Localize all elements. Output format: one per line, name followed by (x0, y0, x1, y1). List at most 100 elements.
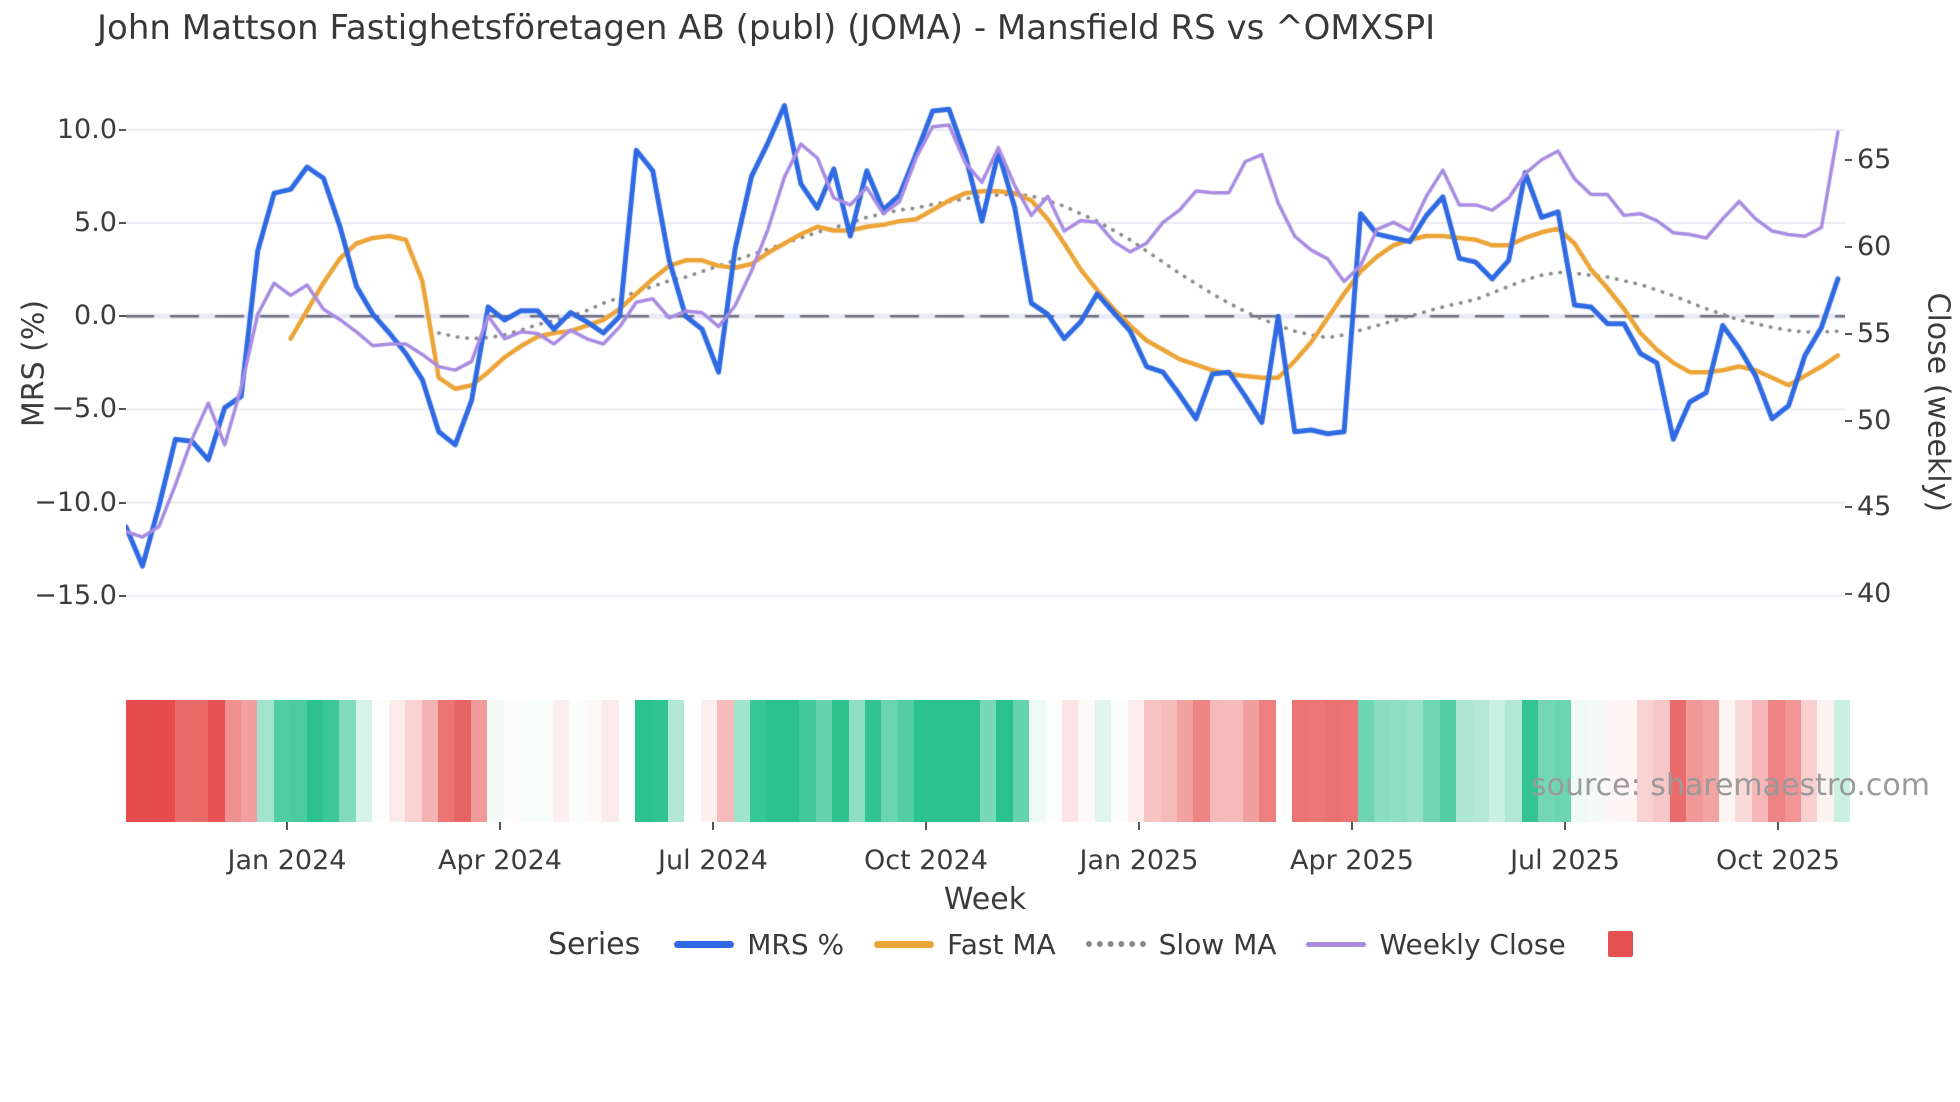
heatmap-band (1735, 700, 1752, 822)
heatmap-band (470, 700, 488, 822)
heatmap-band (602, 700, 619, 822)
heatmap-band (372, 700, 389, 822)
heatmap-band (208, 700, 225, 822)
heatmap-band (979, 700, 997, 822)
axis-tick-mark (1845, 158, 1852, 161)
y-left-tick-label: 10.0 (56, 113, 117, 145)
heatmap-band (240, 700, 258, 822)
heatmap-band (651, 700, 668, 822)
heatmap-band (257, 700, 274, 822)
heatmap-band (1111, 700, 1128, 822)
heatmap-band (1489, 700, 1506, 822)
heatmap-band (1144, 700, 1161, 822)
heatmap-band (684, 700, 701, 822)
heatmap-band (388, 700, 406, 822)
fast-ma-line-swatch-icon (874, 940, 935, 948)
heatmap-band (520, 700, 537, 822)
axis-tick-mark (1137, 822, 1140, 830)
axis-tick-mark (119, 501, 126, 504)
heatmap-strip (126, 700, 1851, 822)
x-tick-label: Apr 2024 (437, 845, 562, 876)
heatmap-band (1012, 700, 1030, 822)
heatmap-band (815, 700, 833, 822)
heatmap-band (405, 700, 422, 822)
axis-tick-mark (711, 822, 714, 830)
heatmap-band (1094, 700, 1112, 822)
axis-tick-mark (1350, 822, 1353, 830)
plot-area-canvas (126, 85, 1845, 650)
axis-tick-mark (1845, 506, 1852, 509)
page-title: John Mattson Fastighetsföretagen AB (pub… (97, 8, 1436, 48)
heatmap-band (1045, 700, 1063, 822)
y-right-tick-label: 45 (1857, 491, 1892, 523)
y-left-tick-label: 5.0 (74, 206, 117, 238)
axis-tick-mark (119, 594, 126, 597)
heatmap-band (996, 700, 1013, 822)
heatmap-band (1636, 700, 1654, 822)
heatmap-band (175, 700, 192, 822)
heatmap-band (1718, 700, 1736, 822)
heatmap-band (323, 700, 340, 822)
heatmap-band (1686, 700, 1703, 822)
axis-tick-mark (1845, 245, 1852, 248)
heatmap-band (1472, 700, 1490, 822)
x-tick-label: Apr 2025 (1289, 845, 1414, 876)
y-right-tick-label: 60 (1857, 230, 1892, 262)
axis-tick-mark (1845, 419, 1852, 422)
heatmap-band (1620, 700, 1637, 822)
legend-item-weekly-close: Weekly Close (1306, 927, 1566, 961)
heatmap-band (733, 700, 751, 822)
heatmap-band (1390, 700, 1407, 822)
heatmap-band (1505, 700, 1522, 822)
y-right-tick-label: 40 (1857, 578, 1892, 610)
legend-item-mrs: MRS % (674, 928, 844, 961)
heatmap-band (1751, 700, 1769, 822)
heatmap-band (503, 700, 521, 822)
axis-tick-mark (119, 221, 126, 224)
heatmap-band (635, 700, 652, 822)
heatmap-band (1324, 700, 1342, 822)
source-note: source: sharemaestro.com (1531, 768, 1930, 803)
heatmap-band (881, 700, 898, 822)
heatmap-band (1653, 700, 1670, 822)
heatmap-band (1127, 700, 1145, 822)
heatmap-band (306, 700, 324, 822)
heatmap-band (930, 700, 948, 822)
heatmap-band (438, 700, 455, 822)
legend-item-fast-ma: Fast MA (874, 927, 1056, 961)
axis-tick-mark (119, 315, 126, 318)
heatmap-band (1669, 700, 1687, 822)
heatmap-band (1308, 700, 1325, 822)
heatmap-band (1801, 700, 1818, 822)
heatmap-band (1554, 700, 1572, 822)
heatmap-band (1784, 700, 1802, 822)
y-left-tick-label: −10.0 (34, 486, 117, 518)
legend-item-label: Slow MA (1158, 927, 1277, 961)
heatmap-band (224, 700, 241, 822)
heatmap-band (1768, 700, 1785, 822)
x-tick-label: Jul 2024 (658, 845, 768, 876)
heatmap-band (1242, 700, 1260, 822)
heatmap-band (1062, 700, 1079, 822)
axis-tick-mark (119, 128, 126, 131)
heatmap-band (1275, 700, 1292, 822)
legend-item-slow-ma: Slow MA (1085, 927, 1277, 961)
heatmap-band (290, 700, 307, 822)
y-left-tick-label: −15.0 (34, 579, 117, 611)
legend-item-label: Weekly Close (1379, 927, 1566, 961)
heatmap-band (1160, 700, 1177, 822)
heatmap-band (1817, 700, 1834, 822)
heatmap-band (963, 700, 980, 822)
heatmap-band (1259, 700, 1276, 822)
heatmap-band (1571, 700, 1588, 822)
heatmap-band (1423, 700, 1440, 822)
legend-item-label: Fast MA (947, 927, 1056, 961)
heatmap-band (1521, 700, 1539, 822)
heatmap-band (1341, 700, 1358, 822)
heatmap-band (832, 700, 849, 822)
x-tick-label: Jan 2024 (227, 845, 347, 876)
heatmap-band (897, 700, 915, 822)
legend: Series MRS % Fast MA Slow MA Weekly Clos… (548, 922, 1633, 966)
heatmap-band (1587, 700, 1604, 822)
